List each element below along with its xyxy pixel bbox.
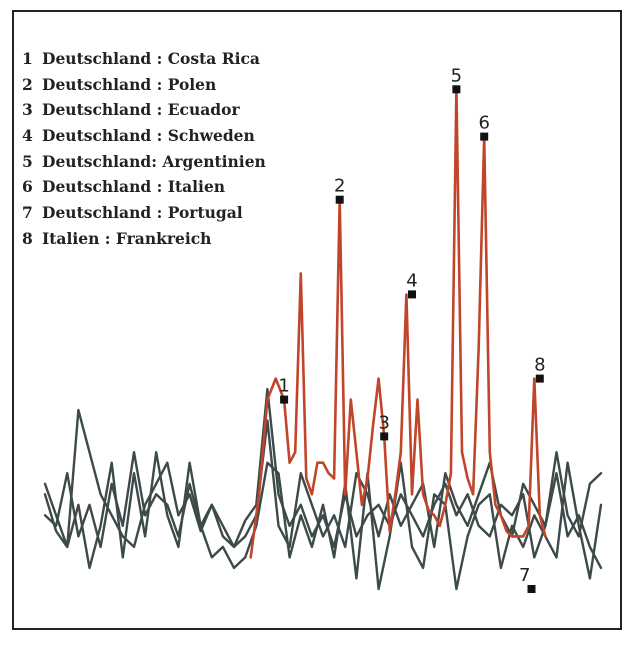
legend-item: 4 Deutschland : Schweden [22,123,266,149]
peak-marker [280,395,289,404]
legend-item-number: 1 [22,49,33,68]
legend-item: 5 Deutschland: Argentinien [22,149,266,175]
legend-item-label: Deutschland : Italien [42,177,226,197]
peak-marker [408,290,416,299]
legend-item-label: Deutschland : Portugal [42,203,243,223]
peak-marker-label: 7 [519,565,530,586]
peak-marker [480,132,489,141]
series-line-background [43,451,603,591]
series-line-highlight [249,88,547,559]
peak-marker-label: 3 [378,412,389,433]
legend-item-label: Deutschland : Polen [42,74,217,94]
peak-marker [452,85,461,94]
legend-item-number: 4 [22,126,33,146]
peak-marker [335,195,344,204]
legend-item-label: Deutschland : Costa Rica [42,49,260,68]
legend-item-number: 6 [22,177,33,197]
chart-legend: 1 Deutschland : Costa Rica 2 Deutschland : … [22,46,266,252]
peak-marker-label: 1 [278,376,289,397]
peak-marker-label: 2 [334,176,345,197]
legend-item: 3 Deutschland : Ecuador [22,97,266,123]
legend-item: 6 Deutschland : Italien [22,174,266,200]
peak-marker [535,374,544,383]
legend-item-number: 3 [22,100,33,120]
legend-item: 8 Italien : Frankreich [22,226,266,252]
peak-marker-label: 4 [406,270,417,291]
legend-item-label: Deutschland : Ecuador [42,100,240,120]
legend-item-label: Deutschland : Schweden [42,126,255,146]
legend-item-label: Deutschland: Argentinien [42,151,266,171]
series-line-background [43,419,603,549]
series-line-background [43,387,603,570]
legend-item: 2 Deutschland : Polen [22,72,266,98]
peak-marker-label: 6 [478,113,489,134]
legend-item: 1 Deutschland : Costa Rica [22,46,266,72]
peak-marker [380,432,389,441]
legend-item-number: 2 [22,74,33,94]
legend-item-label: Italien : Frankreich [42,228,212,248]
legend-item: 7 Deutschland : Portugal [22,200,266,226]
peak-marker-label: 8 [534,355,545,376]
peak-marker [527,585,536,593]
legend-item-number: 5 [22,151,33,171]
legend-item-number: 8 [22,228,33,248]
peak-marker-label: 5 [451,65,462,86]
legend-item-number: 7 [22,203,33,223]
